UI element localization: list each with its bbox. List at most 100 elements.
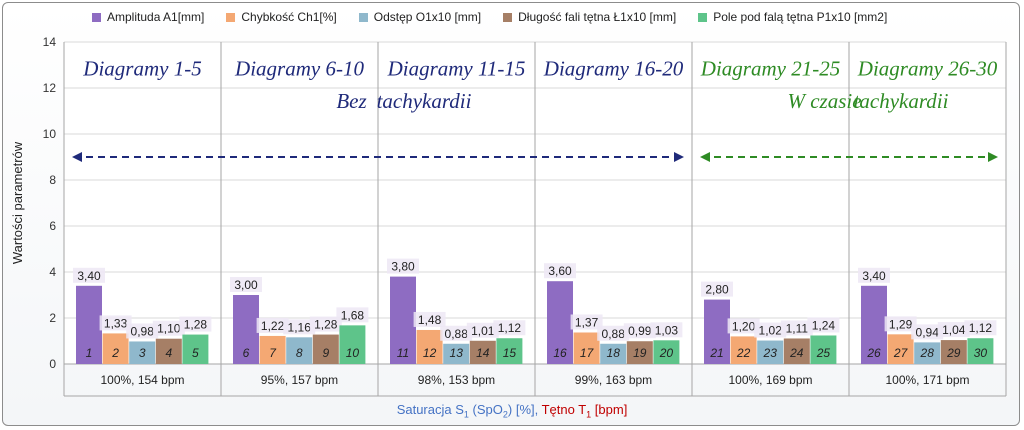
value-label: 0,98 [131, 324, 155, 338]
legend-label: Amplituda A1[mm] [107, 10, 205, 24]
y-tick-label: 6 [49, 219, 56, 233]
bar [887, 334, 914, 364]
value-label: 1,22 [261, 319, 285, 333]
value-label: 3,00 [234, 278, 258, 292]
value-label-box [230, 277, 262, 292]
legend-swatch [92, 12, 101, 22]
value-label-box [623, 323, 656, 339]
bar [443, 343, 470, 364]
value-label-box [73, 267, 105, 283]
bar-number: 14 [476, 346, 490, 360]
legend-swatch [226, 12, 236, 22]
bar-number: 27 [893, 346, 909, 360]
value-label: 1,28 [184, 318, 208, 332]
group-title: Diagramy 26-30 [857, 56, 998, 80]
value-label-box [413, 311, 446, 327]
annotation-text: W czasie [787, 89, 861, 113]
value-label: 1,28 [314, 318, 338, 332]
bar [339, 325, 366, 364]
value-label: 3,40 [77, 269, 101, 283]
bar-number: 21 [709, 346, 723, 360]
y-tick-label: 10 [43, 127, 57, 141]
bar [102, 333, 129, 364]
bar-number: 12 [423, 346, 437, 360]
legend-label: Odstęp O1x10 [mm] [373, 10, 482, 24]
bar [129, 341, 156, 364]
legend-item: Odstęp O1x10 [mm] [358, 10, 482, 24]
value-label: 3,40 [862, 269, 886, 283]
bar [653, 340, 680, 364]
bar-number: 22 [736, 346, 751, 360]
bar [547, 281, 573, 364]
value-label-box [754, 322, 787, 338]
bar-number: 25 [816, 346, 831, 360]
bar [259, 335, 286, 364]
category-label: 99%, 163 bpm [575, 373, 652, 387]
legend-item: Amplituda A1[mm] [92, 10, 204, 24]
bar-number: 13 [450, 346, 464, 360]
bar [286, 337, 313, 364]
value-label-box [807, 317, 840, 333]
bar-number: 30 [974, 346, 988, 360]
value-label-box [283, 319, 316, 335]
bar [496, 338, 523, 364]
bar [76, 285, 102, 364]
bar-number: 5 [192, 346, 199, 360]
bar [704, 299, 730, 364]
value-label-box [911, 324, 944, 340]
bar-number: 7 [269, 346, 277, 360]
x-axis-title-part: Tętno T1 [bpm] [541, 402, 628, 420]
legend-swatch [358, 12, 368, 22]
value-label: 1,12 [498, 321, 522, 335]
bar-number: 4 [165, 346, 172, 360]
value-label: 3,60 [548, 264, 572, 278]
bar-number: 24 [789, 346, 804, 360]
value-label: 1,37 [575, 315, 599, 329]
bar [312, 334, 339, 364]
value-label: 0,99 [628, 324, 652, 338]
value-label: 1,24 [812, 318, 836, 332]
value-label-box [597, 325, 630, 341]
category-label: 100%, 171 bpm [885, 373, 969, 387]
bar-number: 15 [503, 346, 517, 360]
value-label-box [336, 307, 369, 323]
value-label: 2,80 [705, 283, 729, 297]
annotation-text: Bez [336, 89, 366, 113]
value-label-box [701, 281, 733, 297]
legend-label: Pole pod falą tętna P1x10 [mm2] [713, 10, 888, 24]
y-axis-title: Wartości parametrów [10, 141, 25, 264]
value-label-box [650, 322, 683, 338]
value-label: 1,03 [655, 323, 679, 337]
value-label-box [126, 323, 159, 339]
value-label: 1,10 [157, 322, 181, 336]
y-tick-label: 0 [49, 357, 56, 371]
y-tick-label: 14 [43, 35, 57, 49]
value-label-box [387, 258, 419, 274]
legend-label: Chybkość Ch1[%] [241, 10, 337, 24]
chart-legend: Amplituda A1[mm] Chybkość Ch1[%] Odstęp O1… [92, 6, 1012, 28]
x-axis-title: Saturacja S1 (SpO2) [%], Tętno T1 [bpm] [0, 402, 1024, 420]
legend-item: Długość fali tętna Ł1x10 [mm] [503, 10, 676, 24]
value-label-box [937, 322, 970, 338]
bar-number: 10 [346, 346, 360, 360]
x-axis-title-part: Saturacja S1 (SpO2) [%], [396, 402, 542, 420]
bar-number: 23 [763, 346, 778, 360]
value-label-box [99, 315, 132, 331]
value-label-box [964, 320, 997, 336]
legend-swatch [698, 12, 708, 22]
bar-number: 28 [920, 346, 935, 360]
value-label: 1,33 [104, 316, 128, 330]
value-label: 1,02 [759, 324, 783, 338]
y-tick-label: 4 [49, 265, 56, 279]
value-label: 1,12 [969, 321, 993, 335]
value-label-box [493, 320, 526, 336]
value-label-box [440, 325, 473, 341]
bar [155, 338, 182, 364]
bar [861, 285, 887, 364]
value-label: 1,04 [942, 323, 966, 337]
bar-number: 11 [397, 346, 409, 360]
category-label: 100%, 154 bpm [100, 373, 184, 387]
bar [810, 335, 837, 364]
group-title: Diagramy 6-10 [234, 56, 364, 80]
bar-number: 19 [633, 346, 647, 360]
